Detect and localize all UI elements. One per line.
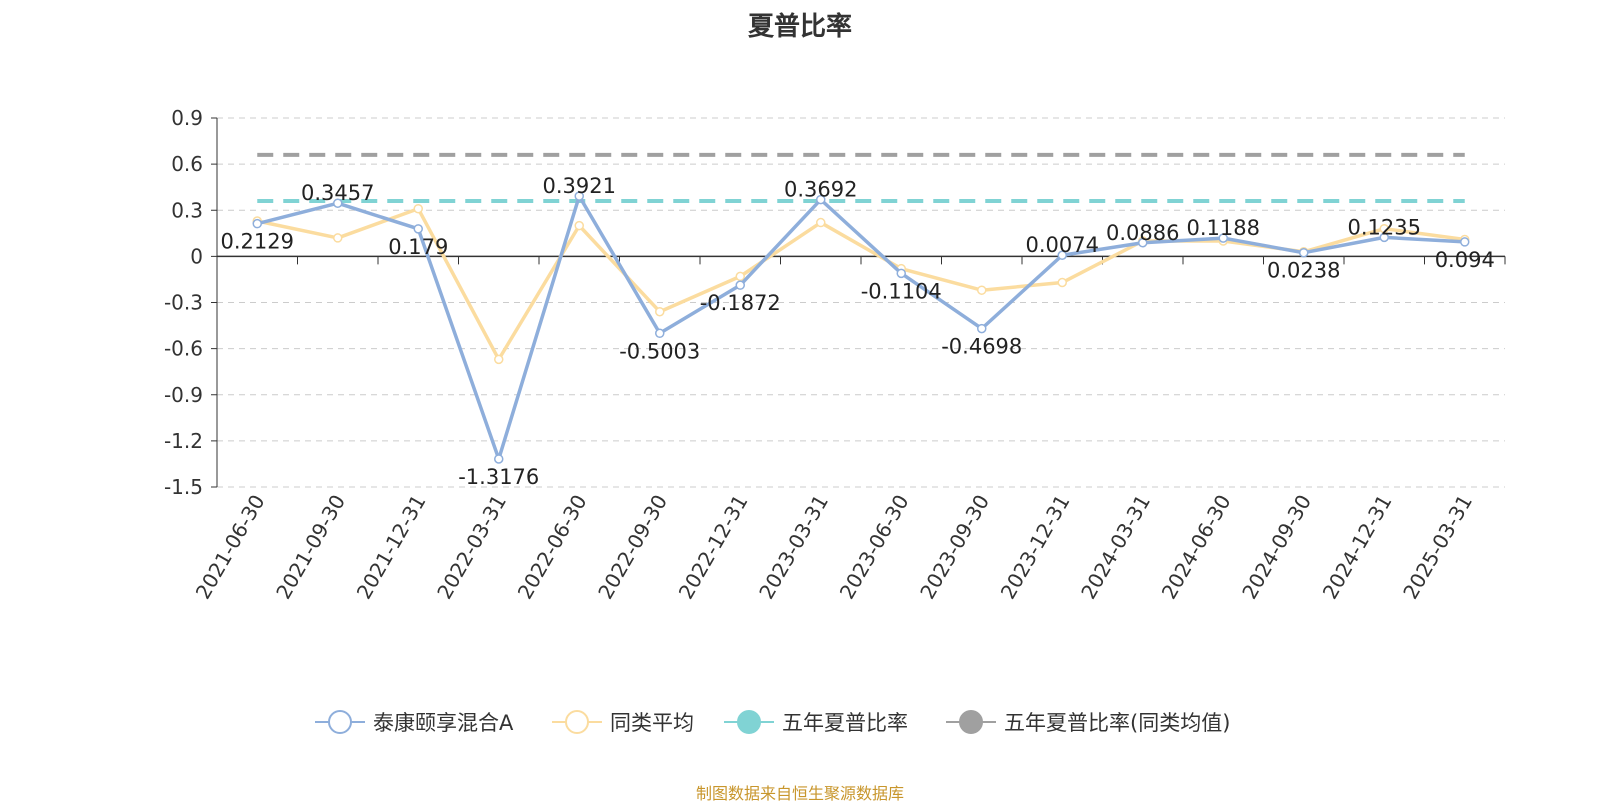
reference-lines [257,152,1465,204]
data-point [1460,237,1470,247]
x-tick-label: 2024-12-31 [1318,491,1397,604]
data-point [977,323,987,334]
data-label: -0.4698 [941,335,1022,359]
y-tick-label: -1.5 [164,475,203,499]
legend-marker [737,710,761,734]
y-tick-label: 0.6 [171,152,203,176]
x-tick-label: 2021-09-30 [271,491,350,604]
legend-marker [565,710,589,734]
y-tick-label: 0.3 [171,198,203,222]
data-point [1218,233,1228,243]
data-label: -0.1104 [861,279,942,303]
legend-label[interactable]: 五年夏普比率 [782,711,908,735]
source-note: 制图数据来自恒生聚源数据库 [695,784,904,803]
y-tick-label: -0.6 [164,337,203,361]
series-line [256,194,1465,461]
data-point [1138,238,1148,248]
data-point [574,191,584,201]
x-tick-label: 2024-09-30 [1237,491,1316,604]
data-point [816,217,826,228]
series-lines [252,191,1470,464]
y-tick-label: 0 [190,244,203,268]
data-point [655,306,665,317]
sharpe-ratio-chart: 0.9 0.6 0.3 0 -0.3 -0.6 -0.9 -1.2 -1.52021-06-30… [164,106,1506,735]
x-tick-label: 2022-12-31 [674,491,753,604]
data-point [977,285,987,295]
legend-label[interactable]: 泰康颐享混合A [373,711,514,735]
data-point [1379,232,1389,243]
data-point [333,233,343,243]
data-point [735,271,745,282]
data-point [816,194,826,205]
data-label: 0.0886 [1106,221,1179,245]
data-point [1057,250,1067,260]
data-label: 0.2129 [221,230,294,254]
data-point [735,280,745,290]
data-label: 0.1235 [1348,215,1421,239]
x-tick-label: 2025-03-31 [1398,491,1477,604]
data-point [252,218,262,229]
y-tick-label: -0.9 [164,383,203,407]
grid-lines [217,117,1505,488]
x-tick-label: 2022-09-30 [593,491,672,604]
data-label: -1.3176 [458,465,539,489]
data-point [494,354,504,365]
data-point [494,454,504,464]
legend: 泰康颐享混合A 同类平均 五年夏普比率 五年夏普比率(同类均值) [315,710,1230,735]
data-label: -0.5003 [619,339,700,363]
data-labels: 0.21290.34570.179-1.31760.3921-0.5003-0.… [221,174,1495,489]
data-point [1057,277,1067,288]
legend-label[interactable]: 五年夏普比率(同类均值) [1004,711,1230,735]
x-tick-label: 2023-03-31 [754,491,833,604]
data-label: 0.3457 [301,181,374,205]
y-tick-label: -1.2 [164,429,203,453]
x-tick-label: 2021-12-31 [352,491,431,604]
data-label: 0.0238 [1267,259,1340,283]
x-tick-label: 2023-12-31 [996,491,1075,604]
data-point [896,268,906,279]
data-point [655,328,665,339]
x-tick-label: 2023-09-30 [915,491,994,604]
data-label: 0.3921 [543,174,616,198]
legend-marker [328,710,352,734]
x-tick-label: 2022-06-30 [513,491,592,604]
data-point [574,220,584,231]
data-point [413,203,423,214]
data-label: 0.0074 [1026,233,1099,257]
x-tick-label: 2024-06-30 [1157,491,1236,604]
data-label: 0.3692 [784,178,857,202]
chart-title: 夏普比率 [747,12,852,42]
legend-label[interactable]: 同类平均 [610,711,694,735]
x-tick-label: 2024-03-31 [1076,491,1155,604]
y-tick-label: -0.3 [164,291,203,315]
legend-marker [959,710,983,734]
y-tick-label: 0.9 [171,106,203,130]
x-tick-label: 2021-06-30 [191,491,270,604]
data-label: 0.1188 [1187,216,1260,240]
data-point [413,224,423,234]
x-tick-label: 2022-03-31 [432,491,511,604]
data-label: 0.094 [1435,248,1495,272]
x-tick-label: 2023-06-30 [835,491,914,604]
data-point [333,198,343,208]
data-label: 0.179 [388,235,448,259]
data-point [1299,247,1309,258]
data-label: -0.1872 [700,291,781,315]
